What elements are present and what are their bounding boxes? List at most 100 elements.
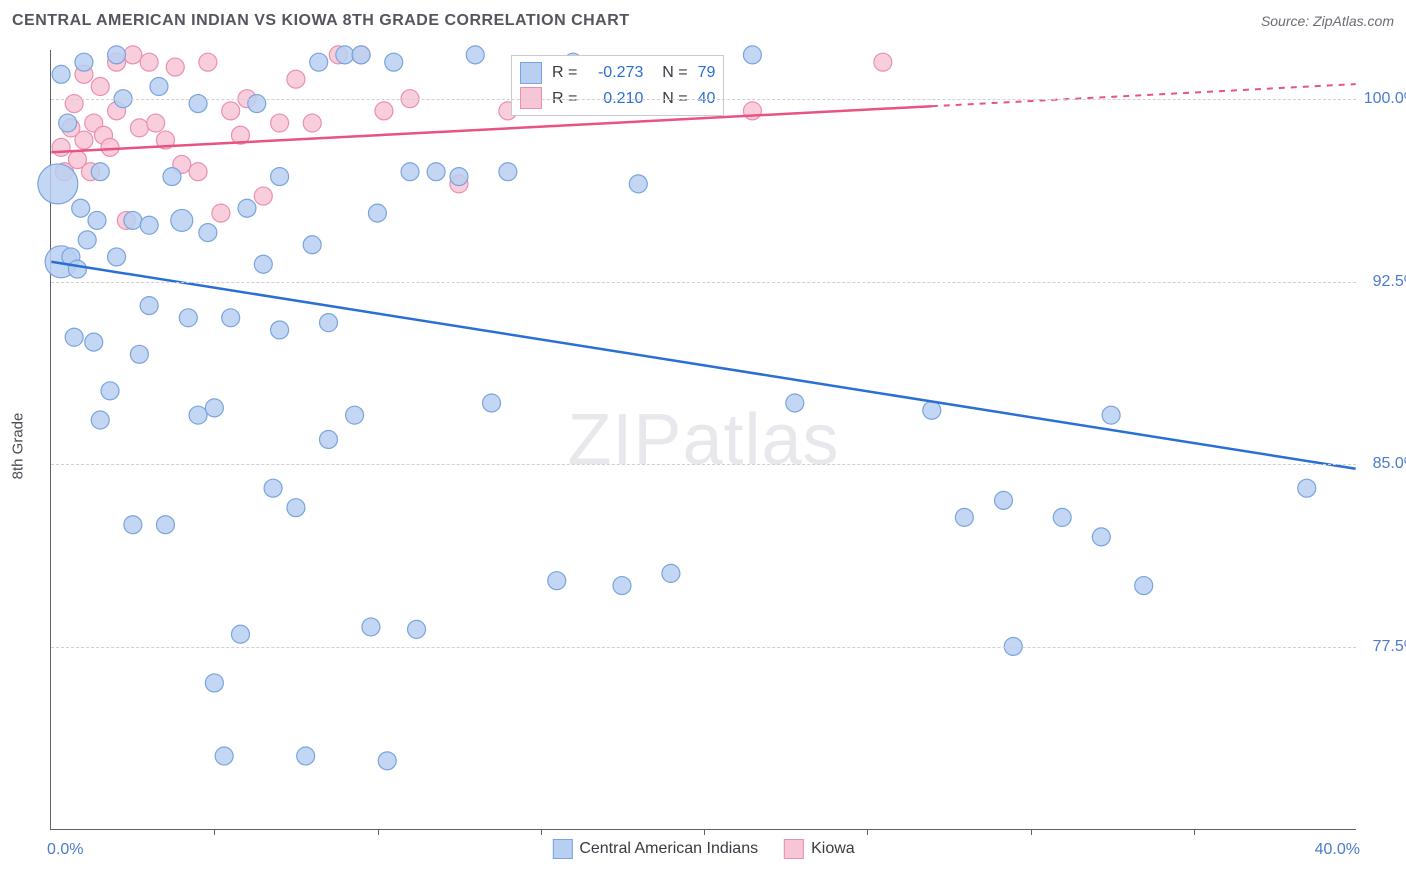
data-point: [662, 564, 680, 582]
data-point: [310, 53, 328, 71]
data-point: [248, 95, 266, 113]
data-point: [65, 95, 83, 113]
stat-r-blue: -0.273: [587, 60, 643, 86]
data-point: [91, 78, 109, 96]
data-point: [1102, 406, 1120, 424]
data-point: [156, 516, 174, 534]
data-point: [499, 163, 517, 181]
data-point: [75, 53, 93, 71]
data-point: [1135, 577, 1153, 595]
data-point: [108, 248, 126, 266]
data-point: [271, 321, 289, 339]
data-point: [466, 46, 484, 64]
data-point: [140, 53, 158, 71]
data-point: [297, 747, 315, 765]
data-point: [124, 211, 142, 229]
data-point: [548, 572, 566, 590]
legend-item-pink: Kiowa: [784, 839, 855, 859]
data-point: [352, 46, 370, 64]
x-tick: [541, 829, 542, 835]
data-point: [254, 255, 272, 273]
data-point: [88, 211, 106, 229]
legend-swatch-pink: [784, 839, 804, 859]
data-point: [254, 187, 272, 205]
data-point: [124, 516, 142, 534]
gridline-h: [51, 464, 1356, 465]
data-point: [52, 138, 70, 156]
data-point: [336, 46, 354, 64]
data-point: [130, 119, 148, 137]
data-point: [91, 163, 109, 181]
data-point: [303, 114, 321, 132]
data-point: [401, 163, 419, 181]
data-point: [205, 674, 223, 692]
data-point: [385, 53, 403, 71]
data-point: [483, 394, 501, 412]
data-point: [189, 95, 207, 113]
data-point: [955, 508, 973, 526]
stat-r-label: R =: [552, 60, 577, 86]
gridline-h: [51, 282, 1356, 283]
data-point: [427, 163, 445, 181]
data-point: [375, 102, 393, 120]
y-tick-label: 85.0%: [1373, 455, 1406, 473]
data-point: [231, 625, 249, 643]
y-axis-title: 8th Grade: [10, 413, 27, 480]
legend-label-pink: Kiowa: [811, 840, 855, 858]
data-point: [91, 411, 109, 429]
data-point: [408, 620, 426, 638]
data-point: [150, 78, 168, 96]
data-point: [320, 314, 338, 332]
x-tick: [1031, 829, 1032, 835]
data-point: [238, 199, 256, 217]
data-point: [85, 333, 103, 351]
data-point: [320, 431, 338, 449]
data-point: [1298, 479, 1316, 497]
data-point: [378, 752, 396, 770]
data-point: [199, 224, 217, 242]
data-point: [163, 168, 181, 186]
data-point: [1053, 508, 1071, 526]
y-tick-label: 100.0%: [1364, 90, 1406, 108]
data-point: [59, 114, 77, 132]
y-tick-label: 92.5%: [1373, 273, 1406, 291]
data-point: [874, 53, 892, 71]
x-axis-min-label: 0.0%: [47, 841, 83, 859]
data-point: [629, 175, 647, 193]
data-point: [189, 406, 207, 424]
data-point: [199, 53, 217, 71]
data-point: [38, 164, 78, 204]
data-point: [264, 479, 282, 497]
data-point: [75, 131, 93, 149]
x-axis-max-label: 40.0%: [1315, 841, 1360, 859]
data-point: [72, 199, 90, 217]
data-point: [786, 394, 804, 412]
data-point: [189, 163, 207, 181]
data-point: [130, 345, 148, 363]
title-bar: CENTRAL AMERICAN INDIAN VS KIOWA 8TH GRA…: [0, 0, 1406, 42]
data-point: [124, 46, 142, 64]
x-tick: [867, 829, 868, 835]
trend-line-dashed: [932, 84, 1356, 106]
data-point: [68, 260, 86, 278]
stats-box: R = -0.273 N = 79 R = 0.210 N = 40: [511, 55, 724, 116]
data-point: [52, 65, 70, 83]
data-point: [743, 46, 761, 64]
x-tick: [378, 829, 379, 835]
data-point: [212, 204, 230, 222]
data-point: [222, 102, 240, 120]
data-point: [65, 328, 83, 346]
x-tick: [704, 829, 705, 835]
data-point: [147, 114, 165, 132]
trend-line: [51, 262, 1355, 469]
stats-swatch-blue: [520, 62, 542, 84]
data-point: [287, 70, 305, 88]
legend-item-blue: Central American Indians: [552, 839, 758, 859]
gridline-h: [51, 647, 1356, 648]
data-point: [287, 499, 305, 517]
chart-title: CENTRAL AMERICAN INDIAN VS KIOWA 8TH GRA…: [12, 12, 630, 30]
data-point: [346, 406, 364, 424]
y-tick-label: 77.5%: [1373, 638, 1406, 656]
data-point: [179, 309, 197, 327]
data-point: [108, 46, 126, 64]
